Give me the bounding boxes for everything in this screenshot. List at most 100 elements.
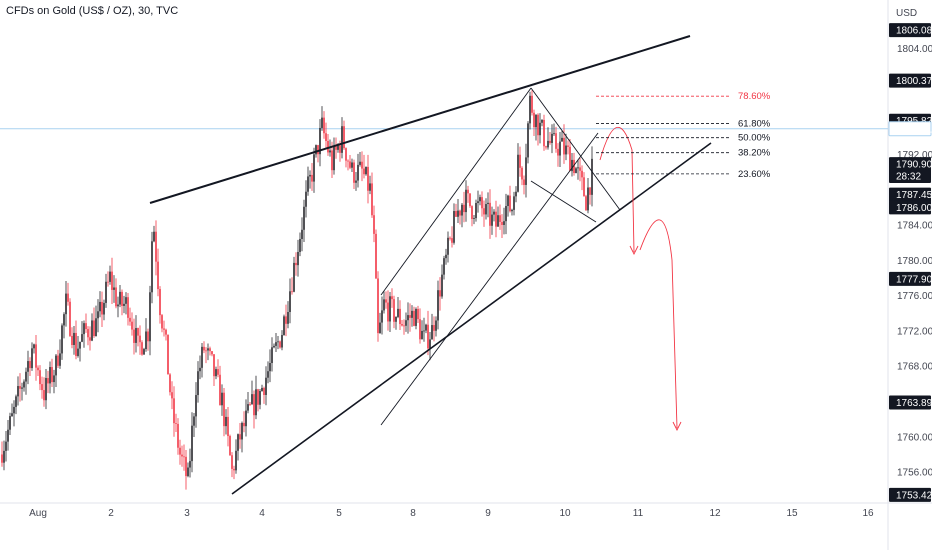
candle-body: [437, 290, 439, 321]
candle-body: [373, 215, 375, 234]
candle-body: [411, 310, 413, 318]
candle-body: [315, 145, 317, 155]
channel-lower-line[interactable]: [380, 132, 599, 426]
candle-body: [387, 302, 389, 322]
candle-body: [61, 325, 63, 354]
candle-body: [235, 450, 237, 471]
candle-body: [461, 204, 463, 216]
projection-arrow-1: [599, 127, 635, 253]
candle-body: [211, 351, 213, 355]
candle-body: [201, 346, 203, 368]
candle-body: [159, 289, 161, 316]
candle-body: [91, 320, 93, 341]
candle-body: [529, 95, 531, 124]
candle-body: [407, 315, 409, 321]
wedge-lower-trendline[interactable]: [231, 142, 712, 495]
candle-body: [443, 258, 445, 275]
time-tick-label: 9: [485, 508, 491, 519]
candle-body: [463, 204, 465, 213]
candle-body: [151, 241, 153, 293]
candle-body: [445, 254, 447, 259]
candle-body: [435, 320, 437, 331]
trendline-drawings[interactable]: [149, 35, 712, 495]
candle-body: [103, 302, 105, 315]
price-tag: [889, 169, 931, 184]
candle-body: [205, 350, 207, 352]
candle-body: [343, 126, 345, 149]
price-tag-label: 28:32: [896, 172, 921, 183]
candle-body: [485, 204, 487, 215]
candle-body: [157, 261, 159, 290]
candle-body: [317, 145, 319, 155]
candle-body: [381, 310, 383, 323]
flag-lower-line[interactable]: [530, 180, 597, 223]
candle-body: [257, 389, 259, 405]
candle-body: [365, 166, 367, 175]
candle-body: [509, 195, 511, 212]
price-tick-label: 1772.00: [897, 326, 932, 337]
candle-body: [505, 206, 507, 222]
time-tick-label: 8: [410, 508, 416, 519]
fib-level-label: 50.00%: [738, 133, 771, 144]
fib-level-label: 38.20%: [738, 148, 771, 159]
candle-body: [215, 369, 217, 377]
candle-body: [69, 301, 71, 336]
candle-body: [33, 344, 35, 349]
candle-body: [581, 170, 583, 178]
channel-upper-line[interactable]: [380, 87, 532, 296]
candle-body: [123, 303, 125, 306]
candle-body: [291, 291, 293, 293]
candle-body: [359, 161, 361, 165]
candle-body: [261, 387, 263, 392]
candle-body: [97, 311, 99, 319]
candle-body: [385, 299, 387, 303]
candle-body: [101, 301, 103, 315]
candle-body: [393, 299, 395, 322]
candle-body: [331, 150, 333, 171]
candle-body: [75, 332, 77, 356]
candle-body: [59, 353, 61, 366]
candle-body: [431, 325, 433, 340]
wedge-upper-trendline[interactable]: [149, 35, 691, 204]
candle-body: [483, 208, 485, 215]
time-tick-label: 3: [184, 508, 190, 519]
candle-body: [547, 140, 549, 148]
candle-body: [349, 161, 351, 168]
fibonacci-levels[interactable]: 78.60% 61.80% 50.00% 38.20% 23.60%: [596, 91, 771, 180]
candle-body: [269, 363, 271, 372]
candle-body: [275, 342, 277, 346]
candle-body: [287, 312, 289, 324]
price-tag-label: 1790.90: [896, 160, 932, 171]
candle-body: [237, 434, 239, 451]
candle-body: [29, 361, 31, 369]
candle-body: [389, 296, 391, 322]
candle-body: [153, 231, 155, 242]
candle-body: [295, 262, 297, 266]
projection-arrow-2: [639, 219, 678, 429]
time-tick-label: 5: [336, 508, 342, 519]
projection-arrow-2-head: [672, 421, 682, 432]
candle-body: [303, 206, 305, 230]
time-axis-ticks: Aug 2 3 4 5 8 9 10 11 12 15 16: [29, 508, 874, 519]
price-tag: [889, 487, 931, 502]
candle-body: [553, 133, 555, 135]
candle-body: [259, 391, 261, 405]
candle-body: [535, 114, 537, 128]
candle-body: [137, 328, 139, 336]
candle-body: [171, 392, 173, 399]
candle-body: [415, 308, 417, 326]
flag-upper-line[interactable]: [530, 87, 621, 211]
candle-body: [241, 422, 243, 440]
candle-body: [189, 461, 191, 468]
candle-body: [125, 297, 127, 304]
price-tag-label: 1787.45: [896, 190, 932, 201]
candle-body: [459, 210, 461, 216]
candle-body: [491, 214, 493, 226]
candle-body: [19, 386, 21, 389]
candle-body: [83, 323, 85, 335]
candle-body: [497, 215, 499, 227]
candle-body: [185, 456, 187, 477]
candle-body: [107, 281, 109, 283]
candle-body: [135, 328, 137, 343]
